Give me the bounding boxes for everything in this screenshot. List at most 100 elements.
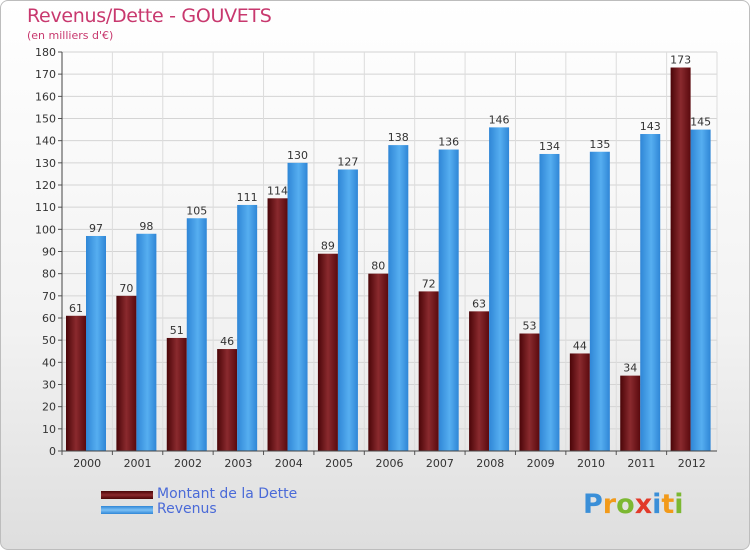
y-tick-label-90: 90 [42,246,56,259]
axes: 0 10 20 30 40 50 60 70 80 90 100 110 120 130 140 150 160… [35,46,717,470]
value-label-revenus-2001: 98 [139,220,153,233]
value-label-dette-2001: 70 [119,282,133,295]
bar-revenus-2006 [388,145,409,451]
y-tick-label-10: 10 [42,423,56,436]
value-labels: 61 97 70 98 51 105 46 111 114 130 89 127 80 138 72 136 6… [69,54,711,375]
legend-label-revenus: Revenus [157,501,217,517]
logo-letter: x [634,489,653,520]
legend-swatch-dette [101,491,153,499]
bar-dette-2000 [66,315,86,451]
logo-letter: o [616,489,635,520]
bar-dette-2002 [166,337,187,451]
y-tick-label-60: 60 [42,312,56,325]
value-label-dette-2011: 34 [623,362,637,375]
bar-revenus-2007 [438,149,459,452]
value-label-dette-2008: 63 [472,297,486,310]
legend-label-dette: Montant de la Dette [157,486,298,502]
logo-letter: i [674,489,684,520]
y-tick-label-150: 150 [35,113,56,126]
bar-dette-2012 [670,67,691,452]
y-tick-label-170: 170 [35,68,56,81]
logo-letter: i [652,489,662,520]
x-tick-label-2004: 2004 [275,457,303,470]
value-label-dette-2005: 89 [321,240,335,253]
x-tick-label-2006: 2006 [376,457,404,470]
bars [66,67,711,452]
y-tick-label-20: 20 [42,401,56,414]
y-tick-label-40: 40 [42,356,56,369]
x-tick-label-2005: 2005 [325,457,353,470]
bar-dette-2003 [217,349,238,451]
value-label-revenus-2009: 134 [539,140,560,153]
x-tick-label-2003: 2003 [224,457,252,470]
x-tick-label-2007: 2007 [426,457,454,470]
x-tick-label-2002: 2002 [174,457,202,470]
value-label-revenus-2005: 127 [337,155,358,168]
value-label-revenus-2010: 135 [589,138,610,151]
y-tick-label-180: 180 [35,46,56,59]
x-tick-label-2011: 2011 [627,457,655,470]
bar-revenus-2005 [337,169,358,451]
value-label-revenus-2008: 146 [489,113,510,126]
y-tick-label-100: 100 [35,223,56,236]
bar-revenus-2002 [186,218,207,451]
value-label-dette-2012: 173 [670,54,691,67]
y-tick-label-0: 0 [49,445,56,458]
y-tick-label-120: 120 [35,179,56,192]
x-tick-label-2008: 2008 [476,457,504,470]
bar-revenus-2009 [539,153,560,451]
value-label-dette-2003: 46 [220,335,234,348]
bar-dette-2011 [620,375,641,451]
y-tick-label-160: 160 [35,90,56,103]
y-tick-label-80: 80 [42,268,56,281]
bar-dette-2004 [267,198,288,451]
y-tick-label-70: 70 [42,290,56,303]
legend-swatch-revenus [101,506,153,514]
value-label-revenus-2012: 145 [690,116,711,129]
x-tick-label-2010: 2010 [577,457,605,470]
value-label-revenus-2007: 136 [438,136,459,149]
logo-letter: t [661,489,675,520]
value-label-dette-2010: 44 [573,339,587,352]
bar-dette-2008 [469,311,490,451]
bar-revenus-2004 [287,162,308,452]
value-label-dette-2004: 114 [267,184,288,197]
chart-title: Revenus/Dette - GOUVETS [27,5,272,27]
value-label-revenus-2011: 143 [640,120,661,133]
bar-revenus-2011 [640,134,661,451]
value-label-revenus-2004: 130 [287,149,308,162]
bar-dette-2005 [317,253,338,451]
logo-letter: r [602,489,617,520]
bar-dette-2007 [418,291,439,451]
value-label-dette-2009: 53 [522,320,536,333]
x-tick-label-2001: 2001 [124,457,152,470]
value-label-dette-2006: 80 [371,260,385,273]
x-tick-label-2012: 2012 [678,457,706,470]
chart-subtitle: (en milliers d'€) [27,29,114,42]
value-label-revenus-2002: 105 [186,204,207,217]
value-label-revenus-2003: 111 [237,191,258,204]
y-tick-label-50: 50 [42,334,56,347]
bar-dette-2009 [519,333,540,451]
value-label-revenus-2006: 138 [388,131,409,144]
bar-revenus-2001 [136,233,157,451]
value-label-dette-2002: 51 [170,324,184,337]
y-tick-label-30: 30 [42,379,56,392]
logo-letter: P [583,489,603,520]
value-label-revenus-2000: 97 [89,222,103,235]
y-tick-label-130: 130 [35,157,56,170]
y-tick-label-110: 110 [35,201,56,214]
bar-dette-2001 [116,295,137,451]
bar-revenus-2012 [690,129,711,452]
bar-revenus-2010 [589,151,610,451]
bar-revenus-2008 [489,127,510,451]
proxiti-logo: Proxiti [583,489,684,520]
value-label-dette-2000: 61 [69,302,83,315]
y-tick-label-140: 140 [35,135,56,148]
x-tick-label-2000: 2000 [73,457,101,470]
bar-revenus-2003 [237,204,258,451]
bar-dette-2006 [368,273,389,451]
bar-dette-2010 [569,353,590,451]
